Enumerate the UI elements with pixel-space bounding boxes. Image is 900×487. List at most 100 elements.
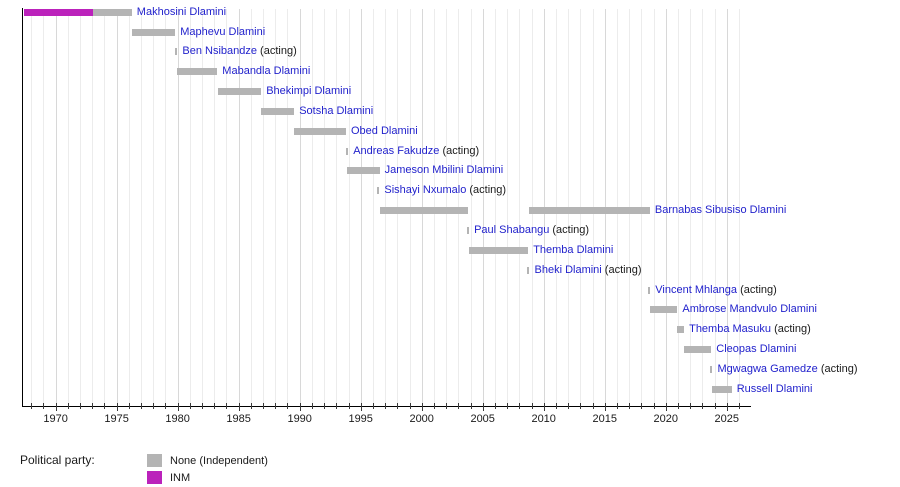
person-label: Paul Shabangu (acting) — [474, 224, 589, 237]
axis-tick-label: 1995 — [348, 413, 373, 425]
person-label: Cleopas Dlamini — [716, 343, 796, 356]
gridline — [92, 9, 94, 406]
gridline — [690, 9, 692, 406]
person-name[interactable]: Vincent Mhlanga — [655, 283, 738, 296]
gridline — [165, 9, 167, 406]
person-name[interactable]: Jameson Mbilini Dlamini — [384, 164, 504, 177]
term-bar — [712, 385, 732, 393]
gridline — [177, 9, 179, 406]
term-bar — [177, 68, 218, 76]
axis-tick — [177, 403, 179, 411]
term-bar — [261, 107, 295, 115]
person-name[interactable]: Obed Dlamini — [351, 124, 418, 137]
axis-tick — [238, 403, 240, 411]
gridline — [360, 9, 362, 406]
axis-tick-label: 1975 — [104, 413, 129, 425]
person-name[interactable]: Makhosini Dlamini — [136, 5, 227, 18]
axis-tick-label: 2005 — [470, 413, 495, 425]
term-bar — [527, 266, 530, 274]
axis-tick — [543, 403, 545, 411]
person-label: Andreas Fakudze (acting) — [353, 145, 479, 158]
person-name[interactable]: Mabandla Dlamini — [222, 65, 311, 78]
axis-tick — [43, 403, 45, 409]
person-name[interactable]: Paul Shabangu — [474, 224, 550, 236]
term-bar — [92, 8, 132, 16]
person-label: Barnabas Sibusiso Dlamini — [655, 204, 786, 217]
axis-tick — [507, 403, 509, 409]
person-name[interactable]: Themba Masuku — [689, 323, 772, 336]
gridline — [153, 9, 155, 406]
axis-tick — [568, 403, 570, 409]
axis-tick — [128, 403, 130, 409]
person-name[interactable]: Barnabas Sibusiso Dlamini — [654, 204, 787, 217]
person-label: Ben Nsibandze (acting) — [182, 45, 296, 58]
legend-label-inm: INM — [170, 471, 191, 484]
person-name[interactable]: Themba Dlamini — [533, 243, 614, 256]
axis-tick-label: 1980 — [165, 413, 190, 425]
gridline — [116, 9, 118, 406]
person-label: Vincent Mhlanga (acting) — [655, 284, 777, 297]
axis-tick — [287, 403, 289, 409]
axis-tick — [92, 403, 94, 409]
axis-tick — [348, 403, 350, 409]
axis-tick — [67, 403, 69, 409]
gridline — [726, 9, 728, 406]
axis-tick-label: 2010 — [531, 413, 556, 425]
axis-tick — [275, 403, 277, 409]
axis-tick-label: 1970 — [43, 413, 68, 425]
axis-tick — [665, 403, 667, 411]
axis-tick — [629, 403, 631, 409]
gridline — [336, 9, 338, 406]
acting-suffix: (acting) — [466, 184, 507, 197]
axis-tick-label: 2020 — [653, 413, 679, 425]
term-bar — [683, 346, 712, 354]
gridline — [80, 9, 81, 406]
legend-entry-inm: INM — [147, 471, 190, 484]
term-bar — [466, 227, 470, 234]
person-name[interactable]: Mgwagwa Gamedze — [717, 362, 818, 375]
axis-tick — [226, 403, 228, 409]
legend-label-none-independent: None (Independent) — [170, 454, 268, 467]
term-bar — [710, 365, 713, 373]
axis-tick — [714, 403, 716, 409]
x-axis — [22, 406, 751, 407]
person-name[interactable]: Maphevu Dlamini — [180, 25, 266, 38]
gridline — [250, 9, 252, 406]
person-name[interactable]: Andreas Fakudze — [353, 144, 440, 157]
person-name[interactable]: Sishayi Nxumalo — [384, 184, 467, 197]
person-label: Bheki Dlamini (acting) — [535, 264, 642, 277]
person-name[interactable]: Ben Nsibandze — [182, 45, 257, 58]
axis-tick — [690, 403, 692, 409]
person-name[interactable]: Bheki Dlamini — [534, 263, 602, 276]
person-label: Themba Dlamini — [533, 244, 613, 257]
axis-tick — [433, 403, 435, 409]
legend-title: Political party: — [20, 453, 95, 467]
gridline — [238, 9, 240, 406]
term-bar — [131, 28, 176, 36]
axis-tick — [263, 403, 264, 409]
term-bar — [294, 127, 347, 135]
person-name[interactable]: Ambrose Mandvulo Dlamini — [682, 303, 817, 316]
person-name[interactable]: Cleopas Dlamini — [716, 343, 797, 356]
axis-tick — [446, 403, 448, 409]
legend-swatch-none-independent — [147, 454, 162, 467]
person-label: Russell Dlamini — [737, 383, 813, 396]
person-label: Themba Masuku (acting) — [689, 323, 811, 336]
axis-tick — [141, 403, 142, 409]
person-label: Jameson Mbilini Dlamini — [385, 164, 504, 177]
acting-suffix: (acting) — [257, 45, 297, 58]
axis-tick — [739, 403, 740, 409]
acting-suffix: (acting) — [737, 283, 777, 296]
axis-tick-label: 2025 — [714, 413, 740, 425]
gridline — [665, 9, 667, 406]
person-label: Sishayi Nxumalo (acting) — [384, 184, 506, 197]
y-axis — [22, 8, 23, 406]
axis-tick — [726, 403, 728, 411]
person-name[interactable]: Sotsha Dlamini — [299, 104, 374, 117]
axis-tick — [531, 403, 533, 409]
person-name[interactable]: Russell Dlamini — [736, 382, 813, 395]
term-bar — [23, 8, 93, 16]
axis-tick — [458, 403, 460, 409]
person-name[interactable]: Bhekimpi Dlamini — [266, 85, 352, 97]
